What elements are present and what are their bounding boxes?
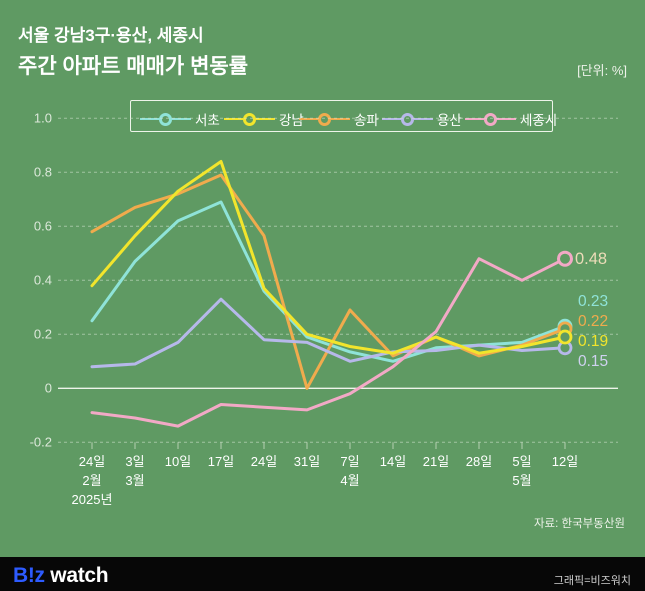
svg-text:10일: 10일 [165,454,191,469]
svg-text:0.19: 0.19 [578,333,608,350]
svg-text:0.8: 0.8 [34,164,52,179]
svg-text:2025년: 2025년 [72,492,113,507]
svg-text:0.48: 0.48 [575,250,607,268]
svg-text:5월: 5월 [512,473,531,488]
svg-text:-0.2: -0.2 [30,434,52,449]
svg-text:31일: 31일 [294,454,320,469]
svg-text:0.22: 0.22 [578,313,608,330]
svg-text:0.2: 0.2 [34,326,52,341]
svg-text:3일: 3일 [125,454,144,469]
svg-text:24일: 24일 [251,454,277,469]
svg-text:28일: 28일 [466,454,492,469]
svg-text:5일: 5일 [512,454,531,469]
svg-text:0.23: 0.23 [578,293,608,310]
svg-text:0.6: 0.6 [34,218,52,233]
svg-text:0.15: 0.15 [578,353,608,370]
svg-text:21일: 21일 [423,454,449,469]
svg-text:1.0: 1.0 [34,110,52,125]
svg-text:14일: 14일 [380,454,406,469]
svg-text:0.4: 0.4 [34,272,52,287]
svg-text:3월: 3월 [125,473,144,488]
svg-text:4월: 4월 [340,473,359,488]
svg-text:17일: 17일 [208,454,234,469]
svg-text:24일: 24일 [79,454,105,469]
svg-text:12일: 12일 [552,454,578,469]
svg-text:7일: 7일 [340,454,359,469]
svg-text:0: 0 [45,380,52,395]
svg-text:2월: 2월 [82,473,101,488]
